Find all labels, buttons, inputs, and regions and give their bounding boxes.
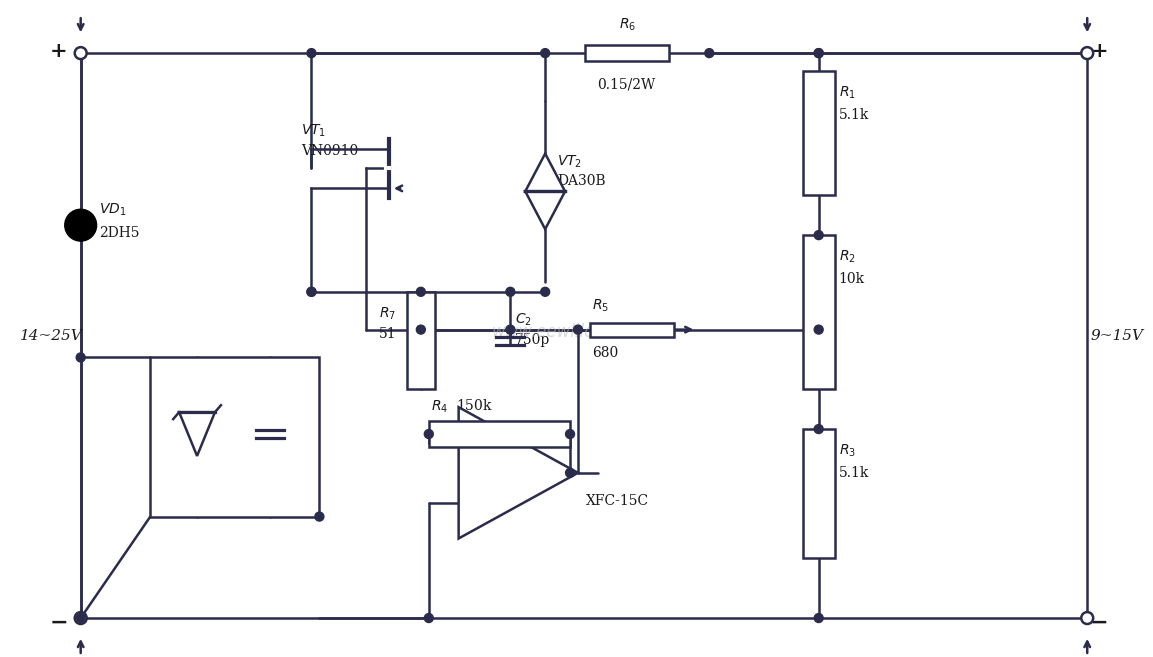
Text: −: − [467, 431, 482, 449]
Circle shape [814, 49, 823, 58]
Bar [407, 292, 435, 390]
Circle shape [416, 287, 425, 296]
Text: $R_1$: $R_1$ [838, 85, 856, 101]
Text: VN0910: VN0910 [301, 144, 359, 158]
Text: DA30B: DA30B [557, 174, 605, 189]
Bar [802, 235, 835, 390]
Circle shape [307, 287, 316, 296]
Circle shape [75, 47, 86, 59]
Text: −: − [50, 612, 68, 634]
Text: $R_3$: $R_3$ [838, 443, 856, 459]
Bar [429, 421, 570, 447]
Text: +: + [467, 497, 482, 514]
Text: $VT_1$: $VT_1$ [301, 122, 326, 139]
Text: 10k: 10k [838, 272, 865, 286]
Bar [590, 323, 675, 336]
Circle shape [315, 512, 324, 521]
Circle shape [814, 325, 823, 334]
Circle shape [76, 614, 85, 623]
Polygon shape [179, 412, 214, 456]
Bar [585, 45, 669, 61]
Circle shape [416, 325, 425, 334]
Bar [150, 357, 319, 516]
Text: $C_1$: $C_1$ [274, 398, 292, 415]
Text: +: + [1091, 41, 1108, 61]
Text: $C_2$: $C_2$ [515, 311, 533, 328]
Circle shape [1082, 612, 1093, 624]
Text: 5.1k: 5.1k [838, 108, 869, 122]
Text: 0.01: 0.01 [274, 419, 306, 433]
Text: 680: 680 [591, 346, 618, 361]
Text: 14~25V: 14~25V [20, 328, 82, 342]
Text: $VD_1$: $VD_1$ [99, 202, 126, 219]
Text: www.eewllld.com.cn: www.eewllld.com.cn [491, 323, 661, 340]
Text: 2DW232: 2DW232 [152, 419, 212, 433]
Circle shape [307, 287, 316, 296]
Text: XFC-15C: XFC-15C [586, 493, 649, 508]
Circle shape [541, 49, 550, 58]
Circle shape [76, 353, 85, 362]
Circle shape [566, 430, 574, 438]
Circle shape [566, 468, 574, 477]
Text: 9~15V: 9~15V [1091, 328, 1144, 342]
Circle shape [506, 287, 515, 296]
Circle shape [704, 49, 714, 58]
Circle shape [506, 325, 515, 334]
Text: 51: 51 [379, 327, 397, 340]
Circle shape [424, 614, 434, 623]
Bar [802, 429, 835, 558]
Text: $R_5$: $R_5$ [591, 298, 609, 314]
Polygon shape [526, 154, 565, 191]
Circle shape [1082, 47, 1093, 59]
Text: $R_4$  150k: $R_4$ 150k [431, 397, 492, 415]
Polygon shape [459, 407, 578, 539]
Text: $VD_2$: $VD_2$ [152, 398, 180, 415]
Circle shape [814, 424, 823, 434]
Text: 0.15/2W: 0.15/2W [597, 78, 656, 92]
Text: +: + [50, 41, 68, 61]
Circle shape [814, 231, 823, 240]
Polygon shape [526, 191, 565, 229]
Circle shape [307, 49, 316, 58]
Text: 2DH5: 2DH5 [99, 226, 140, 240]
Text: $R_7$: $R_7$ [379, 306, 397, 322]
Circle shape [75, 612, 86, 624]
Text: $R_6$: $R_6$ [619, 17, 636, 34]
Bar [802, 71, 835, 195]
Text: $R_2$: $R_2$ [838, 249, 856, 265]
Text: $VT_2$: $VT_2$ [557, 153, 582, 170]
Text: −: − [1090, 612, 1108, 634]
Circle shape [814, 614, 823, 623]
Text: 750p: 750p [515, 332, 551, 346]
Circle shape [65, 210, 97, 241]
Circle shape [541, 287, 550, 296]
Circle shape [424, 430, 434, 438]
Circle shape [573, 325, 582, 334]
Text: 5.1k: 5.1k [838, 466, 869, 480]
Circle shape [814, 49, 823, 58]
Text: A: A [493, 471, 504, 485]
